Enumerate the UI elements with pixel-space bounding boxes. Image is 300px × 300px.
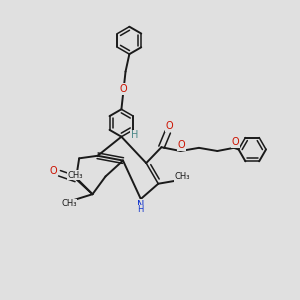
Text: N: N [137, 200, 145, 210]
Text: O: O [120, 84, 128, 94]
Text: CH₃: CH₃ [61, 199, 77, 208]
Text: O: O [178, 140, 186, 150]
Text: H: H [131, 130, 138, 140]
Text: H: H [138, 205, 144, 214]
Text: CH₃: CH₃ [68, 171, 83, 180]
Text: CH₃: CH₃ [174, 172, 190, 181]
Text: O: O [50, 166, 58, 176]
Text: O: O [231, 137, 239, 147]
Text: O: O [165, 121, 173, 131]
